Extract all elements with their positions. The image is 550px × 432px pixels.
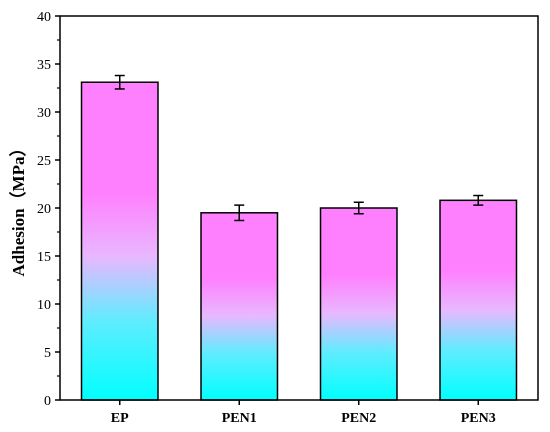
- y-tick-label-10: 10: [37, 298, 51, 313]
- bar-pen1: [200, 212, 279, 401]
- y-tick-label-25: 25: [37, 154, 51, 169]
- x-tick-label-ep: EP: [111, 411, 129, 426]
- x-tick-label-pen3: PEN3: [461, 411, 496, 426]
- bar-ep: [80, 81, 159, 401]
- bars-layer: [80, 81, 518, 401]
- y-tick-label-40: 40: [37, 10, 51, 25]
- axes-layer: EP PEN1 PEN2 PEN3 0 5 10 15 20 25 30 35 40: [37, 10, 539, 426]
- y-tick-label-35: 35: [37, 58, 51, 73]
- y-axis-title: Adhesion（MPa）: [8, 140, 28, 277]
- x-tick-label-pen1: PEN1: [222, 411, 257, 426]
- y-tick-label-5: 5: [44, 346, 51, 361]
- y-tick-label-30: 30: [37, 106, 51, 121]
- x-tick-label-pen2: PEN2: [341, 411, 376, 426]
- bar-pen2: [319, 207, 398, 401]
- y-tick-label-20: 20: [37, 202, 51, 217]
- y-tick-label-0: 0: [44, 394, 51, 409]
- error-bars-layer: [114, 74, 484, 222]
- bar-pen3: [439, 199, 518, 401]
- y-tick-label-15: 15: [37, 250, 51, 265]
